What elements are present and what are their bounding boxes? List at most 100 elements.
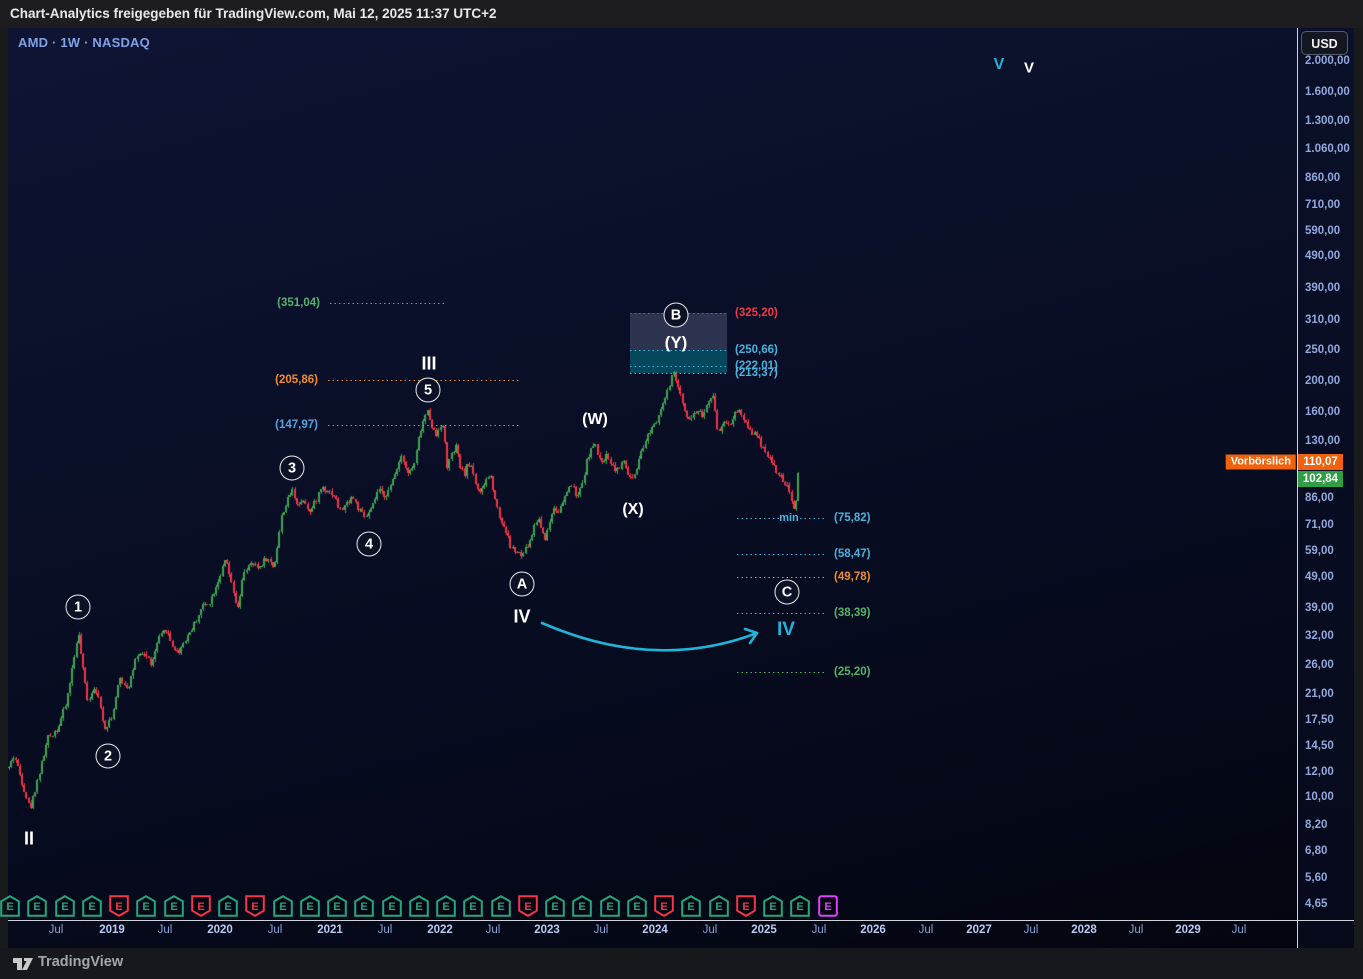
earnings-miss-icon[interactable]: E xyxy=(735,895,756,917)
wave-circle-label-1[interactable]: 1 xyxy=(65,594,91,620)
price-level-line[interactable] xyxy=(630,373,727,374)
svg-text:E: E xyxy=(797,901,804,913)
time-tick-year: 2026 xyxy=(860,924,886,936)
wave-text-label[interactable]: V xyxy=(1023,59,1035,77)
price-level-label[interactable]: (250,66) xyxy=(735,344,778,356)
earnings-beat-icon[interactable]: E xyxy=(218,895,238,917)
price-level-line[interactable] xyxy=(328,425,520,426)
price-level-line[interactable] xyxy=(737,577,827,578)
wave-circle-label-5[interactable]: 5 xyxy=(415,377,441,403)
price-level-label[interactable]: (49,78) xyxy=(834,571,871,583)
price-level-label[interactable]: (351,04) xyxy=(277,297,320,309)
earnings-beat-icon[interactable]: E xyxy=(272,895,293,917)
price-level-line[interactable] xyxy=(737,672,827,673)
earnings-beat-icon[interactable]: E xyxy=(54,895,75,917)
svg-text:E: E xyxy=(361,901,368,913)
svg-text:E: E xyxy=(633,901,640,913)
wave-circle-label-c[interactable]: C xyxy=(774,579,800,605)
price-level-label[interactable]: (25,20) xyxy=(834,666,871,678)
wave-circle-label-b[interactable]: B xyxy=(663,302,689,328)
wave-text-label[interactable]: (Y) xyxy=(664,333,688,352)
earnings-miss-icon[interactable]: E xyxy=(245,895,266,917)
price-tick: 49,00 xyxy=(1305,570,1334,583)
earnings-miss-icon[interactable]: E xyxy=(190,895,211,917)
price-tick: 10,00 xyxy=(1305,791,1334,804)
wave-text-label[interactable]: III xyxy=(421,353,437,374)
earnings-beat-icon[interactable]: E xyxy=(708,895,729,917)
candlestick-canvas[interactable] xyxy=(8,28,1297,920)
price-tick: 250,00 xyxy=(1305,344,1341,356)
earnings-beat-icon[interactable]: E xyxy=(763,895,783,917)
highlight-zone[interactable] xyxy=(630,350,727,373)
price-level-line[interactable] xyxy=(330,303,447,304)
svg-text:E: E xyxy=(224,901,231,913)
earnings-beat-icon[interactable]: E xyxy=(463,895,484,917)
wave-text-label[interactable]: IV xyxy=(513,606,531,627)
earnings-beat-icon[interactable]: E xyxy=(136,895,157,917)
wave-text-label[interactable]: IV xyxy=(777,619,795,640)
price-axis[interactable] xyxy=(1297,28,1354,948)
earnings-beat-icon[interactable]: E xyxy=(299,895,320,917)
earnings-miss-icon[interactable]: E xyxy=(109,895,129,917)
price-level-label[interactable]: (205,86) xyxy=(275,374,318,386)
price-level-line[interactable] xyxy=(737,613,827,614)
wave-text-label[interactable]: min xyxy=(779,512,799,524)
wave-text-label[interactable]: (X) xyxy=(622,501,644,518)
earnings-beat-icon[interactable]: E xyxy=(626,895,647,917)
earnings-beat-icon[interactable]: E xyxy=(599,895,620,917)
earnings-miss-icon[interactable]: E xyxy=(517,895,538,917)
time-axis-separator xyxy=(8,920,1354,921)
earnings-beat-icon[interactable]: E xyxy=(436,895,456,917)
earnings-beat-icon[interactable]: E xyxy=(354,895,375,917)
tradingview-brand-text[interactable]: TradingView xyxy=(38,954,124,970)
price-level-label[interactable]: (213,37) xyxy=(735,367,778,379)
wave-circle-label-2[interactable]: 2 xyxy=(95,743,121,769)
currency-button[interactable]: USD xyxy=(1301,31,1348,55)
price-tick: 14,50 xyxy=(1305,739,1334,752)
wave-circle-label-4[interactable]: 4 xyxy=(356,531,382,557)
price-level-label[interactable]: (38,39) xyxy=(834,607,871,619)
earnings-beat-icon[interactable]: E xyxy=(408,895,429,917)
tradingview-logo-icon[interactable] xyxy=(12,955,34,973)
earnings-beat-icon[interactable]: E xyxy=(0,895,20,917)
earnings-upcoming-icon[interactable]: E xyxy=(817,895,838,917)
price-level-line[interactable] xyxy=(630,366,727,367)
svg-text:E: E xyxy=(170,901,177,913)
earnings-beat-icon[interactable]: E xyxy=(81,895,102,917)
earnings-beat-icon[interactable]: E xyxy=(327,895,347,917)
price-tick: 59,00 xyxy=(1305,544,1334,557)
premarket-label: Vorbörslich xyxy=(1225,454,1296,470)
earnings-beat-icon[interactable]: E xyxy=(381,895,402,917)
svg-text:E: E xyxy=(388,901,395,913)
svg-text:E: E xyxy=(715,901,722,913)
wave-circle-label-a[interactable]: A xyxy=(509,571,535,597)
earnings-beat-icon[interactable]: E xyxy=(490,895,511,917)
time-tick-year: 2029 xyxy=(1175,924,1201,936)
price-level-label[interactable]: (147,97) xyxy=(275,419,318,431)
time-tick-year: 2024 xyxy=(642,924,668,936)
price-tick: 710,00 xyxy=(1305,198,1341,211)
price-level-label[interactable]: (58,47) xyxy=(834,548,871,560)
svg-text:E: E xyxy=(688,901,695,913)
earnings-beat-icon[interactable]: E xyxy=(27,895,48,917)
premarket-price-badge: 110,07 xyxy=(1298,454,1343,471)
price-level-label[interactable]: (325,20) xyxy=(735,307,778,319)
earnings-beat-icon[interactable]: E xyxy=(163,895,184,917)
earnings-beat-icon[interactable]: E xyxy=(681,895,702,917)
wave-text-label[interactable]: (W) xyxy=(582,411,608,428)
wave-text-label[interactable]: II xyxy=(23,828,35,849)
price-level-line[interactable] xyxy=(630,350,727,351)
price-tick: 130,00 xyxy=(1305,434,1341,447)
price-level-line[interactable] xyxy=(737,554,827,555)
price-level-label[interactable]: (75,82) xyxy=(834,512,871,524)
symbol-header[interactable]: AMD · 1W · NASDAQ xyxy=(18,35,150,50)
wave-text-label[interactable]: V xyxy=(993,56,1005,73)
earnings-beat-icon[interactable]: E xyxy=(790,895,811,917)
price-tick: 200,00 xyxy=(1305,375,1341,388)
earnings-miss-icon[interactable]: E xyxy=(654,895,674,917)
wave-circle-label-3[interactable]: 3 xyxy=(279,455,305,481)
earnings-beat-icon[interactable]: E xyxy=(572,895,593,917)
earnings-beat-icon[interactable]: E xyxy=(545,895,565,917)
price-level-label[interactable]: (222,01) xyxy=(735,360,778,372)
